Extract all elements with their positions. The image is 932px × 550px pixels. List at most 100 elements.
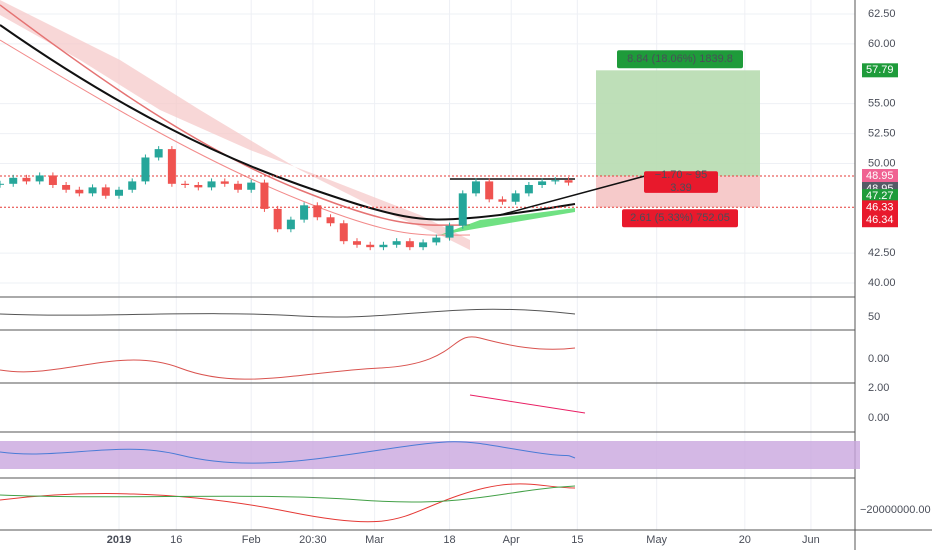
candle <box>300 205 309 220</box>
x-tick-label: 18 <box>443 534 455 546</box>
x-tick-label: 2019 <box>107 534 131 546</box>
candle <box>286 219 295 230</box>
target-label: 8.84 (18.06%) 1839.8 <box>627 53 733 65</box>
y-tick-label: 40.00 <box>868 277 896 289</box>
stop-label: 2.61 (5.33%) 752.05 <box>630 212 730 224</box>
y-tick-label: 55.00 <box>868 98 896 110</box>
y-tick-label: 52.50 <box>868 127 896 139</box>
x-tick-label: Feb <box>242 534 261 546</box>
indicator-line <box>0 441 576 464</box>
x-tick-label: 20 <box>739 534 751 546</box>
candle <box>247 182 256 190</box>
indicator-line <box>0 483 576 523</box>
candle <box>154 149 163 158</box>
x-tick-label: 20:30 <box>299 534 327 546</box>
center-label-box <box>644 171 718 193</box>
projection <box>499 175 646 216</box>
center-label: 3.39 <box>670 182 691 194</box>
price-tag-label: 48.95 <box>866 170 894 182</box>
ema-line <box>0 4 471 226</box>
candle <box>35 175 44 182</box>
y-tick-label: 42.50 <box>868 247 896 259</box>
price-tag-label: 47.27 <box>866 190 894 202</box>
price-tag-label: 57.79 <box>866 64 894 76</box>
indicator-axis-label: 0.00 <box>868 412 889 424</box>
candle <box>9 177 18 184</box>
ema-line <box>0 24 576 221</box>
candle <box>564 180 573 183</box>
candle <box>75 189 84 194</box>
x-tick-label: Jun <box>802 534 820 546</box>
price-tag-box <box>862 63 898 78</box>
ribbon <box>0 0 470 250</box>
price-tag: 46.34 <box>862 213 898 228</box>
candle <box>419 242 428 248</box>
candle <box>141 157 150 182</box>
indicator-axis-label: 50 <box>868 311 880 323</box>
price-tag: 57.79 <box>862 63 898 78</box>
candle <box>445 225 454 238</box>
candle <box>405 241 414 248</box>
indicator-axis-label: 0.00 <box>868 353 889 365</box>
price-tag-label: 46.34 <box>866 214 894 226</box>
y-tick-label: 62.50 <box>868 8 896 20</box>
price-tag-box <box>862 213 898 228</box>
candle <box>167 149 176 184</box>
x-tick-label: Apr <box>503 534 520 546</box>
candle <box>207 181 216 188</box>
candle <box>181 183 190 185</box>
trend-line <box>469 394 586 414</box>
candle <box>379 244 388 248</box>
candle <box>313 205 322 218</box>
candle <box>471 181 480 194</box>
plot: 8.84 (18.06%) 1839.8 −1.70 ~ 953.39 2.61 (… <box>0 50 855 251</box>
center-label: −1.70 ~ 95 <box>655 169 708 181</box>
candle <box>498 199 507 202</box>
price-tag: 46.33 <box>862 200 898 215</box>
price-tag-box <box>862 200 898 215</box>
price-tag-box <box>862 169 898 184</box>
indicator-line <box>0 336 576 380</box>
candle <box>128 181 137 190</box>
candle <box>538 181 547 185</box>
candle <box>273 208 282 230</box>
candle <box>339 223 348 242</box>
candle <box>524 184 533 194</box>
target-zone <box>596 70 760 177</box>
indicator-axis-label: −20000000.00 <box>860 504 931 516</box>
y-tick-label: 60.00 <box>868 38 896 50</box>
candle <box>22 177 31 182</box>
y-tick-label: 50.00 <box>868 157 896 169</box>
price-tag-label: 46.33 <box>866 201 894 213</box>
candle <box>511 193 520 202</box>
candle <box>88 187 97 194</box>
candle <box>352 241 361 245</box>
indicator-line <box>0 485 576 503</box>
ema-line <box>0 39 471 236</box>
x-tick-label: 15 <box>571 534 583 546</box>
candle <box>432 237 441 243</box>
x-tick-label: Mar <box>365 534 384 546</box>
target-label-box <box>617 50 743 69</box>
indicator-band <box>0 441 860 469</box>
candle <box>326 217 335 224</box>
candle <box>101 187 110 196</box>
stop-label-box <box>622 209 738 228</box>
candle <box>392 241 401 245</box>
candle <box>62 184 71 190</box>
candle <box>194 184 203 188</box>
candle <box>220 181 229 184</box>
candle <box>485 181 494 200</box>
candle <box>0 183 4 185</box>
indicator-line <box>0 308 576 318</box>
candle <box>114 189 123 196</box>
candle <box>551 180 560 182</box>
ribbon <box>440 208 575 235</box>
candle <box>366 244 375 248</box>
x-tick-label: 16 <box>170 534 182 546</box>
candle <box>458 193 467 226</box>
x-tick-label: May <box>646 534 667 546</box>
price-tag: 48.95 <box>862 169 898 184</box>
price-tag: 47.27 <box>862 189 898 204</box>
price-tag-box <box>862 189 898 204</box>
